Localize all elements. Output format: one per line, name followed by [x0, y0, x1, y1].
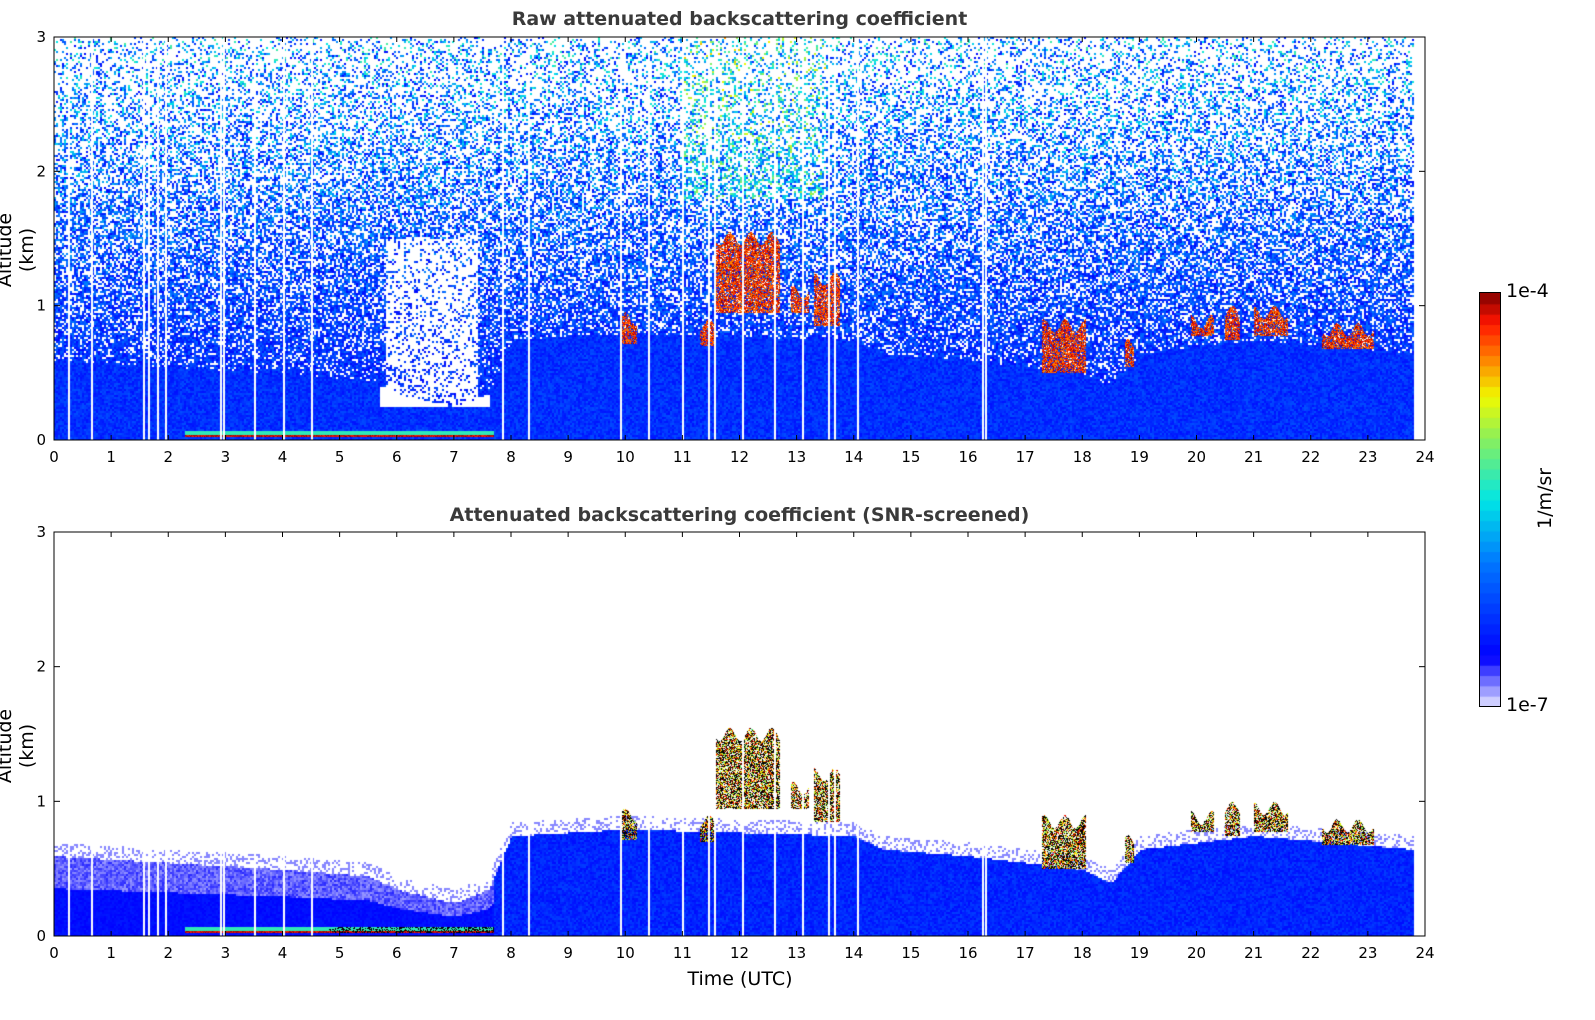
- x-tick-label: 2: [163, 944, 173, 962]
- x-tick-label: 19: [1130, 944, 1149, 962]
- y-tick-label: 2: [36, 162, 46, 180]
- x-tick-label: 18: [1073, 944, 1092, 962]
- x-tick-label: 16: [958, 448, 977, 466]
- x-tick-label: 9: [563, 448, 573, 466]
- heatmap-screened: [54, 532, 1425, 936]
- x-tick-label: 7: [449, 448, 459, 466]
- x-tick-label: 4: [278, 448, 288, 466]
- y-tick-label: 3: [36, 523, 46, 541]
- x-tick-label: 21: [1244, 944, 1263, 962]
- x-tick-label: 14: [844, 944, 863, 962]
- x-tick-label: 24: [1415, 944, 1434, 962]
- x-tick-label: 11: [673, 448, 692, 466]
- x-tick-label: 23: [1358, 448, 1377, 466]
- x-tick-label: 8: [506, 448, 516, 466]
- x-tick-label: 23: [1358, 944, 1377, 962]
- colorbar-min-label: 1e-7: [1506, 694, 1549, 716]
- x-tick-label: 1: [106, 944, 116, 962]
- x-tick-label: 0: [49, 944, 59, 962]
- x-tick-label: 5: [335, 448, 345, 466]
- chart-title-bottom: Attenuated backscattering coefficient (S…: [449, 504, 1030, 526]
- x-tick-label: 10: [616, 448, 635, 466]
- x-tick-label: 13: [787, 448, 806, 466]
- plot-frame: [53, 36, 1426, 441]
- x-tick-label: 12: [730, 448, 749, 466]
- colorbar-max-label: 1e-4: [1506, 280, 1549, 302]
- x-tick-label: 3: [221, 448, 231, 466]
- y-tick-label: 1: [36, 297, 46, 315]
- y-tick-label: 0: [36, 927, 46, 945]
- colorbar: [1479, 292, 1501, 707]
- x-tick-label: 10: [616, 944, 635, 962]
- x-tick-label: 14: [844, 448, 863, 466]
- x-tick-label: 22: [1301, 448, 1320, 466]
- chart-title-top: Raw attenuated backscattering coefficien…: [511, 8, 968, 30]
- x-tick-label: 6: [392, 944, 402, 962]
- x-tick-label: 1: [106, 448, 116, 466]
- x-tick-label: 13: [787, 944, 806, 962]
- x-tick-label: 2: [163, 448, 173, 466]
- x-tick-label: 20: [1187, 448, 1206, 466]
- x-tick-label: 18: [1073, 448, 1092, 466]
- x-tick-label: 4: [278, 944, 288, 962]
- x-tick-label: 20: [1187, 944, 1206, 962]
- x-tick-label: 17: [1016, 944, 1035, 962]
- x-tick-label: 5: [335, 944, 345, 962]
- x-tick-label: 15: [901, 448, 920, 466]
- y-tick-label: 1: [36, 792, 46, 810]
- x-tick-label: 8: [506, 944, 516, 962]
- x-tick-label: 11: [673, 944, 692, 962]
- x-tick-label: 22: [1301, 944, 1320, 962]
- x-tick-label: 16: [958, 944, 977, 962]
- x-tick-label: 17: [1016, 448, 1035, 466]
- x-tick-label: 15: [901, 944, 920, 962]
- heatmap-raw: [54, 37, 1425, 440]
- x-axis-label: Time (UTC): [687, 968, 793, 990]
- x-tick-label: 24: [1415, 448, 1434, 466]
- plot-frame: [53, 531, 1426, 937]
- y-tick-label: 2: [36, 658, 46, 676]
- x-tick-label: 3: [221, 944, 231, 962]
- x-tick-label: 0: [49, 448, 59, 466]
- x-tick-label: 7: [449, 944, 459, 962]
- x-tick-label: 21: [1244, 448, 1263, 466]
- y-tick-label: 0: [36, 431, 46, 449]
- x-tick-label: 12: [730, 944, 749, 962]
- x-tick-label: 19: [1130, 448, 1149, 466]
- x-tick-label: 6: [392, 448, 402, 466]
- y-tick-label: 3: [36, 28, 46, 46]
- x-tick-label: 9: [563, 944, 573, 962]
